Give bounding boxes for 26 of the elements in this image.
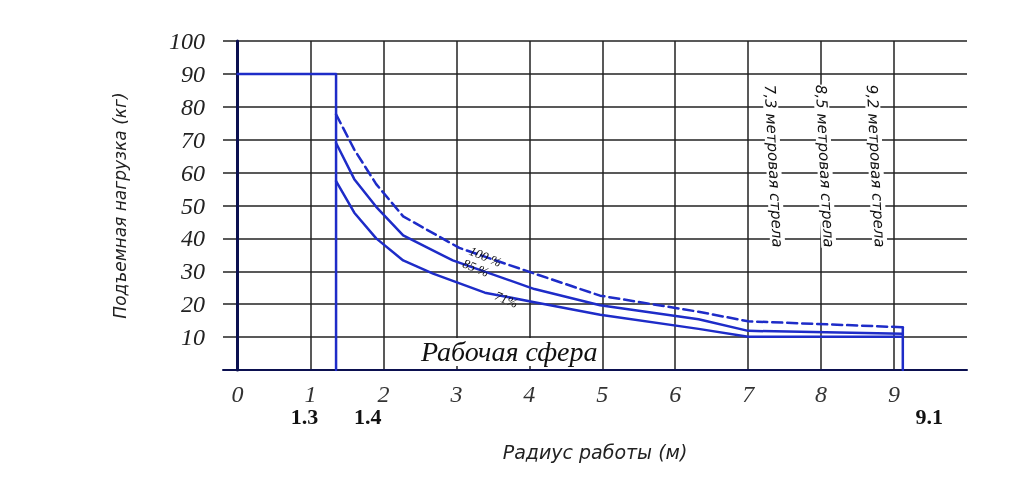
x-tick-label: 4 — [523, 381, 536, 407]
y-tick-label: 50 — [181, 192, 205, 219]
x-tick-label: 5 — [596, 381, 609, 407]
annotation: Рабочая сфера — [420, 336, 598, 368]
annotation: 7,3 метровая стрела — [760, 84, 787, 248]
x-tick-label: 0 — [231, 381, 244, 407]
x-tick-label: 6 — [669, 381, 682, 407]
annotation: 8,5 метровая стрела — [811, 84, 838, 248]
x-tick-label: 7 — [742, 381, 756, 407]
y-tick-label: 100 — [169, 28, 205, 54]
y-tick-label: 70 — [181, 126, 205, 153]
y-tick-label: 90 — [181, 60, 205, 87]
y-axis-title: Подъемная нагрузка (кг) — [109, 92, 130, 319]
y-tick-label: 20 — [181, 291, 205, 318]
y-tick-label: 10 — [181, 324, 205, 351]
y-tick-label: 40 — [181, 225, 205, 252]
y-tick-label: 30 — [180, 258, 205, 285]
x-axis-title: Радиус работы (м) — [502, 440, 688, 463]
x-tick-label: 8 — [815, 381, 828, 407]
y-tick-label: 80 — [181, 93, 205, 120]
text: 71% — [492, 287, 521, 311]
annotation: 9,2 метровая стрела — [862, 84, 889, 248]
x-tick-label: 3 — [449, 381, 463, 407]
annotation: 9.1 — [915, 403, 944, 429]
y-tick-label: 60 — [181, 159, 205, 186]
x-tick-label: 9 — [888, 381, 901, 407]
